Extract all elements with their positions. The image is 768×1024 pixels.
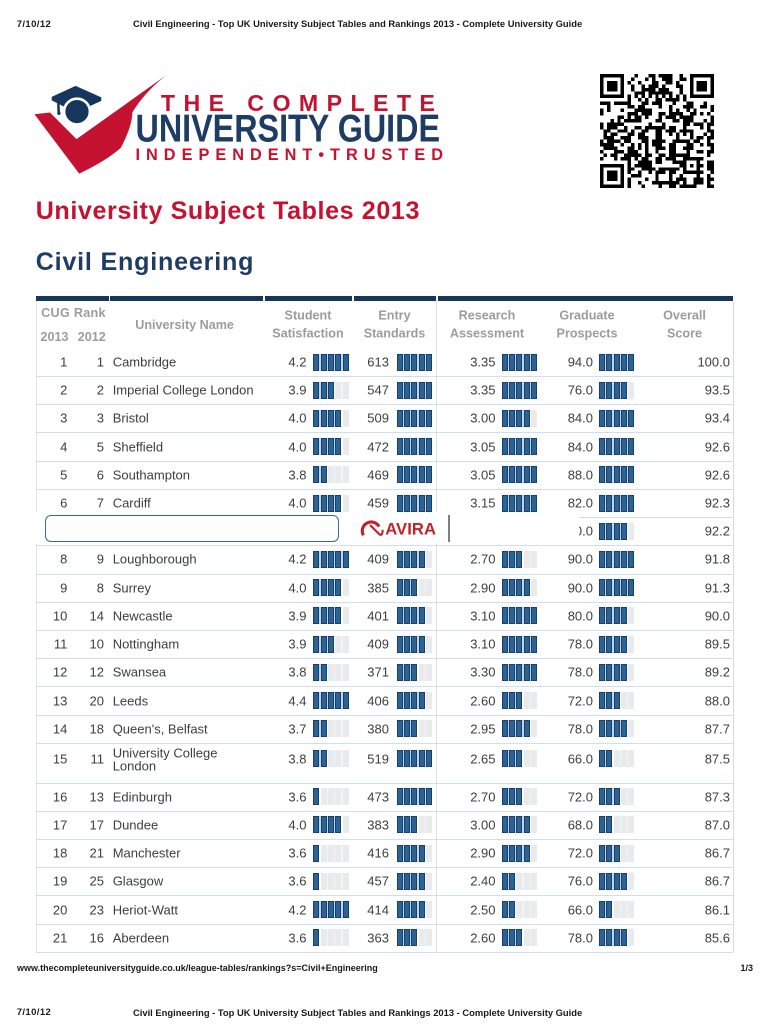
- svg-text:UNIVERSITY GUIDE: UNIVERSITY GUIDE: [136, 107, 441, 150]
- svg-text:AVIRA: AVIRA: [385, 520, 436, 539]
